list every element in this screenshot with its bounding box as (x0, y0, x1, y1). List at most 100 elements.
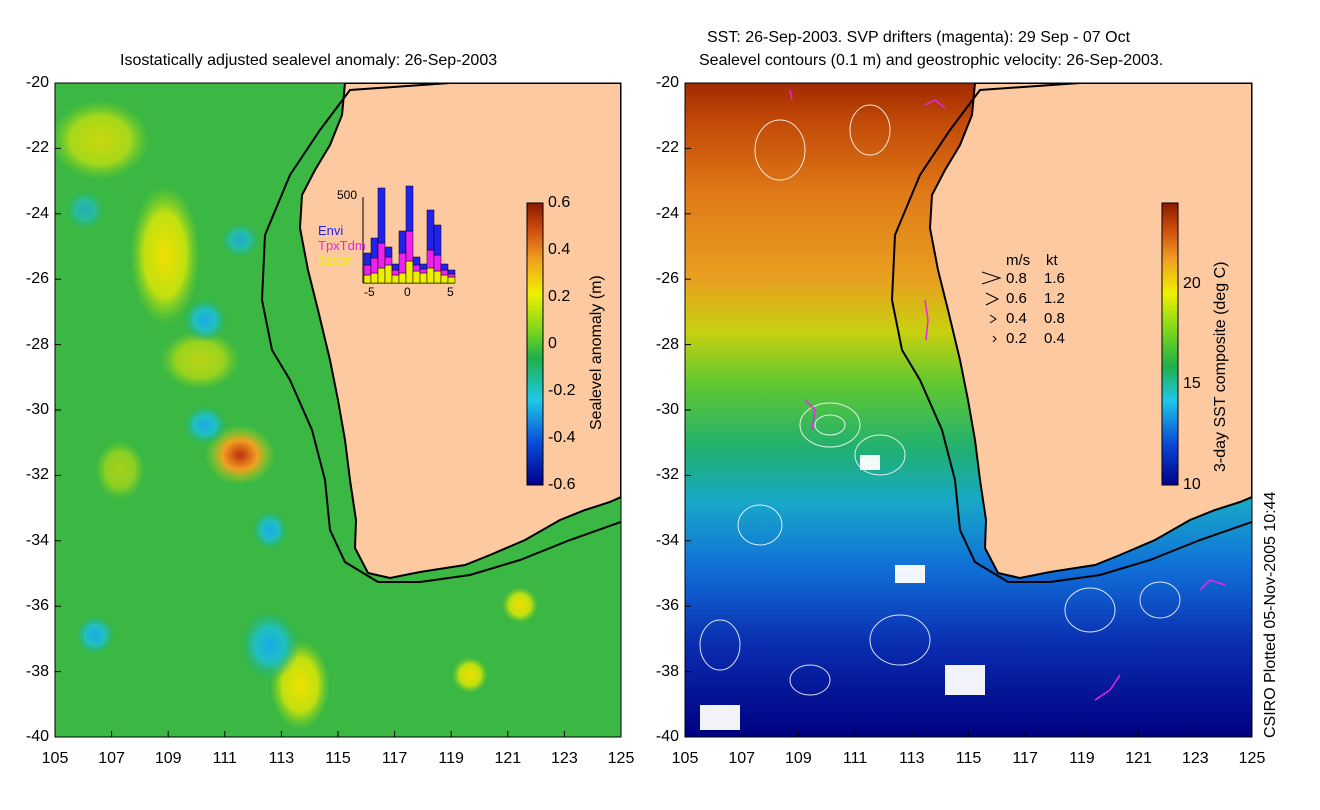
inset-bar-segment (377, 267, 386, 284)
lat-tick-label: -34 (25, 531, 49, 549)
lat-tick-label: -38 (655, 662, 679, 680)
lat-tick-label: -22 (25, 139, 49, 157)
inset-legend-jason: Jason (318, 253, 353, 268)
velocity-legend-ms: 0.8 (1006, 270, 1027, 287)
inset-bar-segment (426, 249, 435, 269)
colorbar-tick-label: 0 (548, 335, 557, 352)
inset-bar-segment (363, 264, 372, 276)
inset-bar-segment (440, 274, 449, 284)
lon-tick-label: 109 (154, 750, 182, 767)
lon-tick-label: 123 (1181, 750, 1209, 767)
inset-bar-segment (363, 274, 372, 284)
inset-bar-segment (370, 257, 379, 274)
inset-histogram (362, 185, 456, 284)
colorbar-tick-label: 10 (1183, 476, 1201, 493)
inset-bar-segment (370, 272, 379, 284)
inset-bar-segment (391, 263, 400, 271)
lat-tick-label: -40 (655, 728, 679, 745)
inset-bar-segment (391, 269, 400, 276)
inset-legend-envi: Envi (318, 223, 344, 238)
lon-tick-label: 123 (551, 750, 578, 767)
lat-tick-label: -20 (655, 74, 679, 91)
lat-tick-label: -28 (655, 335, 679, 353)
lat-tick-label: -32 (655, 466, 679, 484)
lon-tick-label: 125 (607, 750, 635, 767)
lon-tick-label: 115 (955, 750, 982, 767)
colorbar-tick-label: -0.6 (548, 476, 576, 493)
colorbar-tick-label: 0.2 (548, 288, 571, 305)
inset-bar-segment (447, 269, 456, 275)
inset-bar-segment (384, 246, 393, 258)
sealevel-contours (699, 104, 1181, 696)
lat-tick-label: -20 (25, 74, 49, 91)
colorbar-tick-label: 20 (1183, 274, 1201, 292)
inset-bar-segment (384, 256, 393, 266)
lon-tick-label: 121 (494, 750, 522, 767)
inset-bar-segment (440, 269, 449, 276)
lon-tick-label: 109 (785, 750, 812, 767)
lat-tick-label: -26 (25, 270, 49, 288)
inset-bar-segment (398, 230, 407, 254)
lat-tick-label: -34 (655, 531, 679, 549)
colorbar-tick-label: 15 (1183, 375, 1201, 393)
inset-bar-segment (405, 230, 414, 262)
lon-tick-label: 113 (268, 750, 295, 767)
colorbar-tick-label: 0.4 (548, 241, 571, 258)
lon-tick-label: 113 (899, 750, 925, 767)
inset-xtick-neg5: -5 (364, 285, 375, 299)
sst-colorbar-label: 3-day SST composite (deg C) (1212, 261, 1229, 472)
inset-bar-segment (398, 252, 407, 274)
inset-bar-segment (433, 254, 442, 272)
shelf-break-contour-right (890, 83, 1252, 583)
credit-label: CSIRO Plotted 05-Nov-2005 10:44 (1262, 491, 1279, 738)
lat-tick-label: -28 (25, 335, 49, 353)
lon-tick-label: 107 (728, 750, 756, 767)
inset-bar-segment (370, 237, 379, 259)
lat-tick-label: -30 (25, 401, 49, 418)
lon-tick-label: 111 (842, 750, 868, 767)
inset-bar-segment (447, 276, 456, 284)
colorbar-tick-label: 0.6 (548, 194, 571, 211)
velocity-legend-header-kt: kt (1046, 252, 1058, 269)
inset-bar-segment (426, 267, 435, 284)
lat-tick-label: -24 (655, 204, 679, 222)
inset-xtick-0: 0 (404, 285, 411, 299)
inset-bar-segment (377, 187, 386, 244)
inset-bar-segment (433, 224, 442, 256)
lon-tick-label: 115 (325, 750, 351, 767)
lon-tick-label: 107 (98, 750, 125, 767)
inset-bar-segment (433, 270, 442, 284)
lat-tick-label: -24 (25, 204, 49, 222)
inset-bar-segment (377, 242, 386, 269)
lat-tick-label: -36 (25, 597, 49, 615)
lon-tick-label: 105 (41, 750, 69, 767)
lon-tick-label: 111 (212, 750, 237, 767)
inset-bar-segment (363, 252, 372, 266)
shelf-break-contour (260, 83, 621, 583)
colorbar-tick-label: -0.2 (548, 382, 576, 399)
velocity-legend-ms: 0.4 (1006, 310, 1027, 327)
lat-tick-label: -36 (655, 597, 679, 615)
lat-tick-label: -26 (655, 270, 679, 288)
sla-colorbar (526, 202, 544, 486)
right-panel-title-line2: Sealevel contours (0.1 m) and geostrophi… (699, 52, 1164, 69)
inset-bar-segment (419, 272, 428, 284)
inset-bar-segment (412, 256, 421, 266)
inset-xtick-5: 5 (447, 285, 454, 299)
lat-tick-label: -38 (25, 662, 49, 680)
colorbar-tick-label: -0.4 (548, 429, 576, 446)
inset-bar-segment (419, 263, 428, 270)
velocity-legend-header-ms: m/s (1006, 252, 1031, 269)
inset-bar-segment (398, 272, 407, 284)
svp-drifter-tracks (789, 89, 1226, 701)
inset-bar-segment (426, 209, 435, 251)
inset-bar-segment (419, 268, 428, 274)
inset-bar-segment (440, 263, 449, 271)
velocity-legend-kt: 1.6 (1044, 270, 1065, 287)
lat-tick-label: -30 (655, 401, 679, 418)
lat-tick-label: -22 (655, 139, 679, 157)
lon-tick-label: 119 (1069, 750, 1095, 767)
lat-tick-label: -32 (25, 466, 49, 484)
lon-tick-label: 105 (671, 750, 699, 767)
lon-tick-label: 121 (1125, 750, 1152, 767)
